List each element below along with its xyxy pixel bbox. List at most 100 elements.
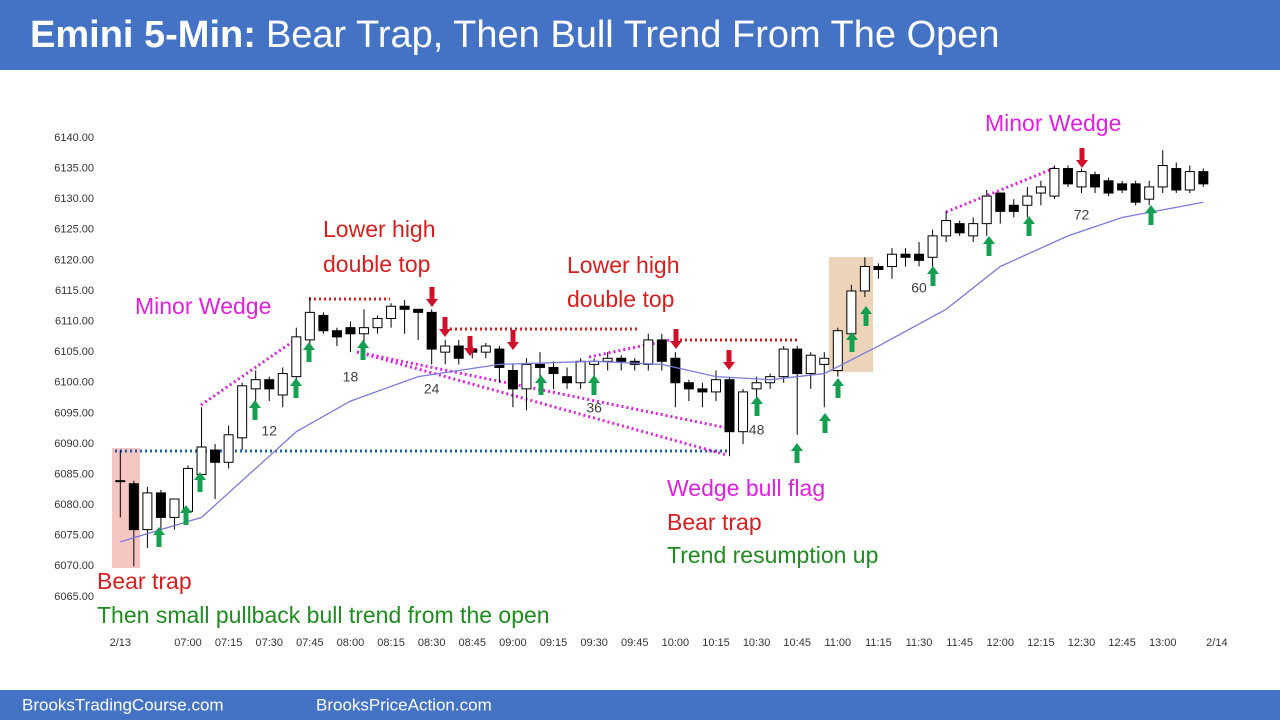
bar-number: 24 xyxy=(424,381,440,397)
candle-body xyxy=(372,317,383,329)
buy-arrow xyxy=(303,342,315,362)
bar-number: 72 xyxy=(1074,207,1090,223)
candle-body xyxy=(142,492,153,531)
annotation: Bear trap xyxy=(97,568,192,594)
sell-arrow xyxy=(670,329,682,349)
x-tick-label: 12:15 xyxy=(1027,637,1055,649)
buy-arrow xyxy=(194,472,206,492)
x-tick-label: 12:00 xyxy=(987,637,1015,649)
bar-number: 60 xyxy=(911,280,927,296)
candle-body xyxy=(1008,204,1019,212)
buy-arrow xyxy=(751,396,763,416)
candle-body xyxy=(656,339,667,362)
candle-body xyxy=(196,446,207,476)
candle-body xyxy=(548,366,559,375)
annotation: Minor Wedge xyxy=(135,293,271,319)
y-tick-label: 6110.00 xyxy=(55,315,94,327)
candle-body xyxy=(210,449,221,463)
candle-body xyxy=(128,483,139,531)
buy-arrow xyxy=(153,527,165,547)
buy-arrow xyxy=(290,378,302,398)
candle-body xyxy=(507,370,518,390)
candle-body xyxy=(1049,168,1060,197)
candle-body xyxy=(927,235,938,258)
sell-arrow xyxy=(507,330,519,350)
annotation: Wedge bull flag xyxy=(667,475,825,501)
candle-body xyxy=(575,360,586,384)
candle-body xyxy=(1062,168,1073,185)
candle-body xyxy=(440,345,451,353)
candle-body xyxy=(792,348,803,375)
buy-arrow xyxy=(357,340,369,360)
candle-body xyxy=(900,253,911,258)
candle-body xyxy=(846,290,857,335)
buy-arrow xyxy=(846,332,858,352)
x-tick-label: 10:45 xyxy=(783,637,811,649)
candle-body xyxy=(304,311,315,341)
annotation: double top xyxy=(567,286,674,312)
x-tick-label: 12:30 xyxy=(1068,637,1096,649)
signal-arrows xyxy=(153,148,1157,547)
candle-body xyxy=(981,195,992,225)
candle-body xyxy=(1184,171,1195,191)
candle-body xyxy=(318,314,329,332)
x-tick-label: 07:15 xyxy=(215,637,243,649)
y-tick-label: 6105.00 xyxy=(54,346,94,358)
x-tick-label: 11:45 xyxy=(946,637,973,649)
candle-body xyxy=(616,357,627,362)
y-tick-label: 6125.00 xyxy=(54,224,94,236)
y-tick-label: 6090.00 xyxy=(54,438,94,450)
x-tick-label: 07:30 xyxy=(255,637,283,649)
candle-body xyxy=(115,480,126,483)
sell-arrow xyxy=(426,287,438,307)
sell-arrow xyxy=(439,317,451,337)
candle-body xyxy=(345,327,356,335)
buy-arrow xyxy=(860,306,872,326)
footer-bar xyxy=(0,690,1280,720)
candle-body xyxy=(521,363,532,390)
candle-body xyxy=(778,348,789,378)
sell-arrow xyxy=(464,336,476,356)
candle-body xyxy=(237,385,248,439)
x-tick-label: 09:45 xyxy=(621,637,649,649)
candle-body xyxy=(426,311,437,350)
x-tick-label: 10:30 xyxy=(743,637,771,649)
candle-body xyxy=(155,492,166,518)
y-tick-label: 6135.00 xyxy=(54,162,94,174)
candle-body xyxy=(494,348,505,368)
buy-arrow xyxy=(180,505,192,525)
candle-body xyxy=(480,345,491,353)
candle-body xyxy=(670,357,681,384)
y-tick-label: 6075.00 xyxy=(54,530,94,542)
candle-body xyxy=(182,467,193,512)
buy-arrow xyxy=(1145,205,1157,225)
footer-right: BrooksPriceAction.com xyxy=(316,695,492,714)
candle-body xyxy=(697,388,708,393)
candle-body xyxy=(1117,183,1128,191)
buy-arrow xyxy=(819,413,831,433)
buy-arrow xyxy=(588,375,600,395)
buy-arrow xyxy=(1023,216,1035,236)
bar-number: 18 xyxy=(343,369,359,385)
annotation: Lower high xyxy=(323,216,436,242)
candle-body xyxy=(724,379,735,433)
y-tick-label: 6085.00 xyxy=(54,468,94,480)
annotation: Trend resumption up xyxy=(667,542,878,568)
candle-body xyxy=(1090,174,1101,188)
x-tick-label: 10:15 xyxy=(702,637,730,649)
header-bar xyxy=(0,0,1280,70)
wedge-line xyxy=(356,350,728,457)
annotation: Lower high xyxy=(567,252,680,278)
annotation: Bear trap xyxy=(667,509,762,535)
candle-body xyxy=(1035,186,1046,194)
candle-body xyxy=(968,223,979,237)
candle-body xyxy=(683,382,694,390)
candle-body xyxy=(873,265,884,271)
x-tick-label: 11:30 xyxy=(906,637,933,649)
candle-body xyxy=(358,327,369,335)
candle-body xyxy=(954,223,965,234)
title-bold: Emini 5-Min: xyxy=(30,14,256,56)
candle-body xyxy=(710,379,721,393)
y-tick-label: 6100.00 xyxy=(54,377,94,389)
